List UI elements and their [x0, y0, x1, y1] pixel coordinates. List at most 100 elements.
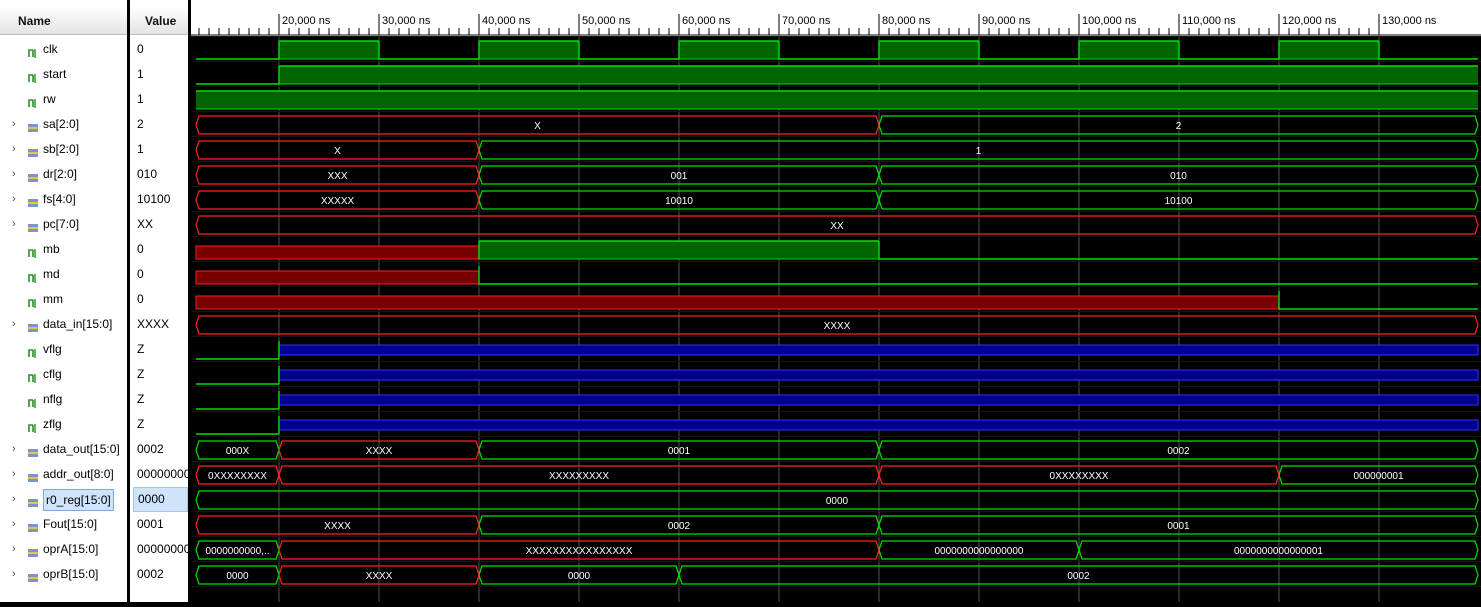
- bit-highz-fill: [278, 344, 1479, 356]
- signal-name: Fout[15:0]: [43, 517, 98, 531]
- bus-value-label: 0000000000000000: [935, 546, 1024, 557]
- signal-name: sb[2:0]: [43, 142, 80, 156]
- ruler-tick-label: 110,000 ns: [1182, 15, 1236, 27]
- signal-value-md: 0: [137, 267, 144, 281]
- signal-value-nflg: Z: [137, 392, 145, 406]
- signal-row-opra[interactable]: › oprA[15:0]: [0, 537, 127, 562]
- single-bit-signal-icon: [27, 43, 39, 58]
- signal-row-cflg[interactable]: cflg: [0, 362, 127, 387]
- bus-signal-icon: [27, 543, 39, 557]
- chevron-right-icon[interactable]: ›: [12, 168, 16, 180]
- signal-value-data-out: 0002: [137, 442, 164, 456]
- signal-row-mm[interactable]: mm: [0, 287, 127, 312]
- ruler-tick-label: 50,000 ns: [582, 15, 631, 27]
- signal-value-fout: 0001: [137, 517, 164, 531]
- name-column: Name clk start rw › sa[2:0] › sb[2:0] › dr[2:0] ›…: [0, 0, 127, 602]
- signal-value-data-in: XXXX: [137, 317, 170, 331]
- signal-row-dr[interactable]: › dr[2:0]: [0, 162, 127, 187]
- bus-signal-icon: [27, 193, 39, 207]
- signal-name: vflg: [43, 342, 62, 356]
- bus-value-label: 1: [976, 146, 982, 157]
- ruler-tick-label: 80,000 ns: [882, 15, 931, 27]
- signal-row-start[interactable]: start: [0, 62, 127, 87]
- value-column-header[interactable]: Value: [130, 8, 188, 35]
- single-bit-signal-icon: [27, 293, 39, 308]
- bus-segment: [878, 190, 1479, 210]
- single-bit-signal-icon: [27, 243, 39, 258]
- bus-value-label: 0XXXXXXXX: [208, 471, 267, 482]
- signal-name: zflg: [43, 417, 62, 431]
- bus-signal-icon: [27, 518, 39, 532]
- signal-value-zflg: Z: [137, 417, 145, 431]
- signal-name: r0_reg[15:0]: [43, 489, 114, 511]
- signal-row-pc[interactable]: › pc[7:0]: [0, 212, 127, 237]
- bus-segment: [878, 515, 1479, 535]
- signal-row-fs[interactable]: › fs[4:0]: [0, 187, 127, 212]
- bus-value-label: X: [534, 121, 541, 132]
- bus-value-label: 0002: [668, 521, 691, 532]
- chevron-right-icon[interactable]: ›: [12, 468, 16, 480]
- bus-value-label: 000000001: [1353, 471, 1403, 482]
- bus-value-label: 010: [1170, 171, 1187, 182]
- signal-row-vflg[interactable]: vflg: [0, 337, 127, 362]
- signal-name: md: [43, 267, 60, 281]
- bus-value-label: XXX: [327, 171, 347, 182]
- bus-value-label: 0000: [226, 571, 249, 582]
- bus-segment: [878, 440, 1479, 460]
- chevron-right-icon[interactable]: ›: [12, 218, 16, 230]
- bit-high-fill: [479, 241, 879, 259]
- chevron-right-icon[interactable]: ›: [12, 518, 16, 530]
- name-column-header[interactable]: Name: [0, 8, 127, 35]
- waveform-area[interactable]: 20,000 ns 30,000 ns 40,000 ns 50,000 ns 60,0…: [191, 0, 1481, 602]
- signal-row-mb[interactable]: mb: [0, 237, 127, 262]
- signal-name: oprA[15:0]: [43, 542, 99, 556]
- bus-signal-icon: [27, 568, 39, 582]
- bus-signal-icon: [27, 168, 39, 182]
- bit-high-fill: [879, 41, 979, 59]
- signal-row-clk[interactable]: clk: [0, 37, 127, 62]
- waveform-canvas[interactable]: 20,000 ns 30,000 ns 40,000 ns 50,000 ns 60,0…: [191, 0, 1481, 602]
- bus-value-label: 0001: [1167, 521, 1190, 532]
- signal-name: rw: [43, 92, 56, 106]
- signal-row-data-out[interactable]: › data_out[15:0]: [0, 437, 127, 462]
- signal-row-rw[interactable]: rw: [0, 87, 127, 112]
- bit-unknown-fill: [195, 270, 480, 285]
- bus-segment: [195, 490, 1479, 510]
- signal-value-rw: 1: [137, 92, 144, 106]
- signal-name: data_in[15:0]: [43, 317, 113, 331]
- signal-row-data-in[interactable]: › data_in[15:0]: [0, 312, 127, 337]
- signal-value-r0-reg: 0000: [133, 487, 188, 512]
- signal-row-sb[interactable]: › sb[2:0]: [0, 137, 127, 162]
- signal-row-addr-out[interactable]: › addr_out[8:0]: [0, 462, 127, 487]
- signal-row-fout[interactable]: › Fout[15:0]: [0, 512, 127, 537]
- pane-splitter[interactable]: [188, 0, 191, 602]
- signal-row-sa[interactable]: › sa[2:0]: [0, 112, 127, 137]
- signal-value-pc: XX: [137, 217, 154, 231]
- bus-segment: [1278, 465, 1479, 485]
- bus-value-label: X: [334, 146, 341, 157]
- single-bit-signal-icon: [27, 268, 39, 283]
- bit-high-fill: [479, 41, 579, 59]
- signal-row-zflg[interactable]: zflg: [0, 412, 127, 437]
- chevron-right-icon[interactable]: ›: [12, 493, 16, 505]
- signal-name: dr[2:0]: [43, 167, 78, 181]
- chevron-right-icon[interactable]: ›: [12, 318, 16, 330]
- bit-highz-fill: [278, 394, 1479, 406]
- signal-row-md[interactable]: md: [0, 262, 127, 287]
- bus-segment: [195, 315, 1479, 335]
- bus-signal-icon: [27, 468, 39, 482]
- pane-splitter[interactable]: [127, 0, 130, 602]
- chevron-right-icon[interactable]: ›: [12, 143, 16, 155]
- chevron-right-icon[interactable]: ›: [12, 543, 16, 555]
- chevron-right-icon[interactable]: ›: [12, 118, 16, 130]
- signal-row-r0-reg[interactable]: › r0_reg[15:0]: [0, 487, 127, 512]
- chevron-right-icon[interactable]: ›: [12, 568, 16, 580]
- ruler-tick-label: 100,000 ns: [1082, 15, 1137, 27]
- signal-value-mm: 0: [137, 292, 144, 306]
- signal-value-dr: 010: [137, 167, 158, 181]
- bus-value-label: XXXX: [366, 571, 393, 582]
- signal-row-nflg[interactable]: nflg: [0, 387, 127, 412]
- signal-row-oprb[interactable]: › oprB[15:0]: [0, 562, 127, 587]
- chevron-right-icon[interactable]: ›: [12, 443, 16, 455]
- chevron-right-icon[interactable]: ›: [12, 193, 16, 205]
